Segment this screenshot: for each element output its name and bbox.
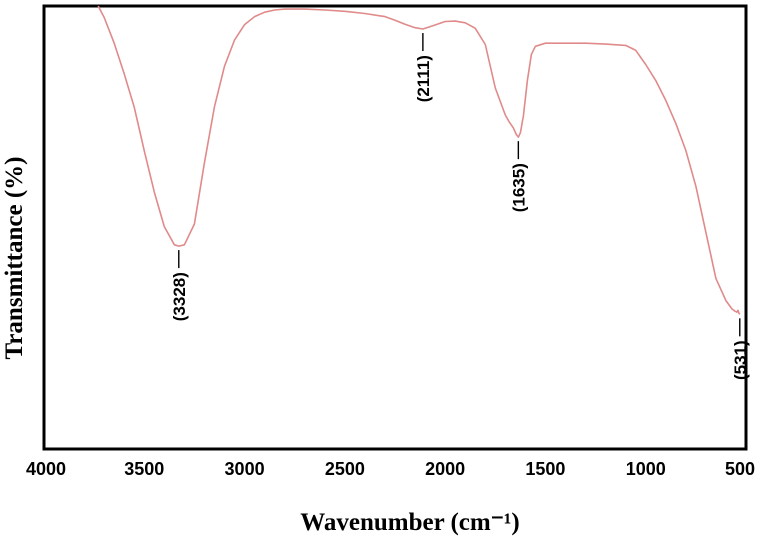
x-axis-ticks: 4000 3500 3000 2500 2000 1500 1000 500 xyxy=(26,459,755,479)
x-tick-label: 4000 xyxy=(26,459,66,479)
x-tick-label: 2000 xyxy=(425,459,465,479)
x-tick-label: 2500 xyxy=(325,459,365,479)
peak-label: (3328) xyxy=(170,272,189,321)
x-tick-label: 500 xyxy=(725,459,755,479)
x-axis-title: Wavenumber (cm⁻¹) xyxy=(300,509,520,536)
x-tick-label: 3000 xyxy=(225,459,265,479)
peak-label: (2111) xyxy=(414,55,433,102)
peak-annotations: (3328) (2111) (1635) (531) xyxy=(170,33,750,380)
x-tick-label: 1500 xyxy=(525,459,565,479)
y-axis-title: Transmittance (%) xyxy=(1,157,28,360)
transmittance-line xyxy=(97,5,741,315)
x-tick-label: 1000 xyxy=(626,459,666,479)
peak-label: (1635) xyxy=(509,163,528,212)
plot-frame xyxy=(42,4,748,451)
peak-label: (531) xyxy=(731,340,750,380)
x-tick-label: 3500 xyxy=(124,459,164,479)
